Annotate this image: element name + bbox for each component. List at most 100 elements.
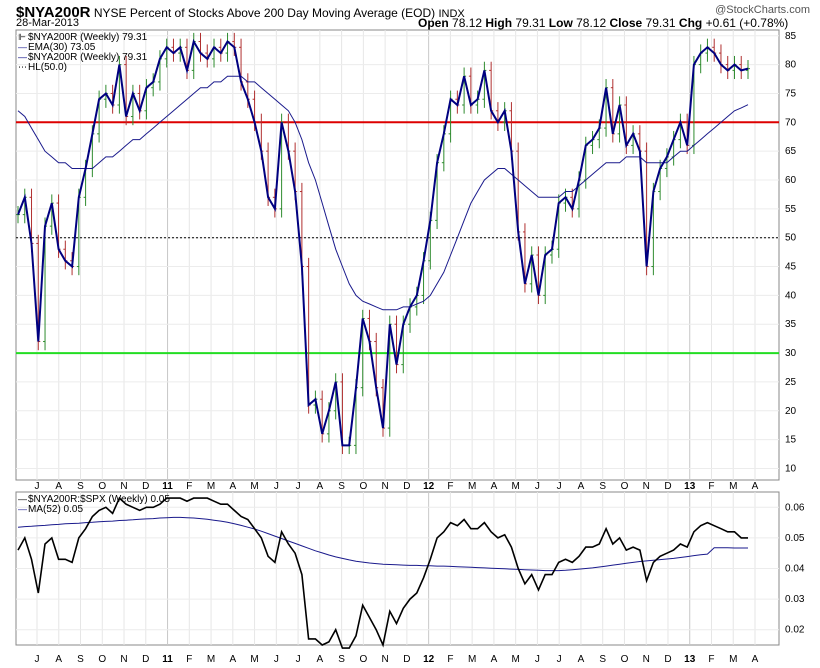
main-x-tick-label: M bbox=[468, 481, 476, 492]
lower-x-tick-label: O bbox=[98, 654, 106, 665]
close-value: 79.31 bbox=[645, 16, 676, 30]
chart-date: 28-Mar-2013 bbox=[16, 17, 79, 29]
lower-x-tick-label: N bbox=[382, 654, 389, 665]
watermark: @StockCharts.com bbox=[715, 4, 810, 16]
main-x-tick-label: N bbox=[120, 481, 127, 492]
main-x-tick-label: M bbox=[207, 481, 215, 492]
main-x-tick-label: D bbox=[664, 481, 671, 492]
lower-x-tick-label: J bbox=[557, 654, 562, 665]
main-x-tick-label: A bbox=[55, 481, 62, 492]
lower-x-tick-label: A bbox=[491, 654, 498, 665]
lower-x-tick-label: A bbox=[317, 654, 324, 665]
main-y-tick-label: 45 bbox=[785, 262, 797, 273]
lower-y-tick-label: 0.03 bbox=[785, 594, 805, 605]
main-y-tick-label: 65 bbox=[785, 146, 797, 157]
lower-x-tick-label: N bbox=[120, 654, 127, 665]
lower-x-tick-label: D bbox=[142, 654, 149, 665]
main-x-tick-label: M bbox=[511, 481, 519, 492]
main-y-tick-label: 35 bbox=[785, 319, 797, 330]
lower-x-tick-label: M bbox=[468, 654, 476, 665]
lower-x-tick-label: J bbox=[535, 654, 540, 665]
main-x-tick-label: 13 bbox=[684, 481, 696, 492]
main-x-tick-label: F bbox=[708, 481, 714, 492]
chg-value: +0.61 (+0.78%) bbox=[705, 16, 789, 30]
chart-header: $NYA200R NYSE Percent of Stocks Above 20… bbox=[16, 4, 465, 21]
lower-x-tick-label: 12 bbox=[423, 654, 435, 665]
lower-x-tick-label: A bbox=[229, 654, 236, 665]
legend-entry: ⊩ $NYA200R (Weekly) 79.31 bbox=[18, 32, 148, 43]
main-x-tick-label: A bbox=[752, 481, 759, 492]
lower-x-tick-label: F bbox=[708, 654, 714, 665]
main-x-tick-label: F bbox=[447, 481, 453, 492]
lower-x-tick-label: 13 bbox=[684, 654, 696, 665]
main-x-tick-label: M bbox=[250, 481, 258, 492]
legend-entry: ⋯HL(50.0) bbox=[18, 62, 67, 73]
ma-52-line bbox=[17, 516, 748, 572]
main-x-tick-label: F bbox=[186, 481, 192, 492]
description: NYSE Percent of Stocks Above 200 Day Mov… bbox=[93, 6, 436, 20]
open-value: 78.12 bbox=[452, 16, 483, 30]
main-y-tick-label: 55 bbox=[785, 204, 797, 215]
main-x-tick-label: N bbox=[382, 481, 389, 492]
lower-x-tick-label: O bbox=[359, 654, 367, 665]
legend-entry: —EMA(30) 73.05 bbox=[18, 42, 96, 53]
main-x-tick-label: N bbox=[643, 481, 650, 492]
main-y-tick-label: 25 bbox=[785, 377, 797, 388]
lower-x-tick-label: 11 bbox=[162, 654, 173, 665]
lower-x-tick-label: J bbox=[274, 654, 279, 665]
main-x-tick-label: O bbox=[621, 481, 629, 492]
lower-x-tick-label: O bbox=[621, 654, 629, 665]
main-y-tick-label: 80 bbox=[785, 60, 797, 71]
legend-label: $NYA200R (Weekly) 79.31 bbox=[28, 32, 148, 43]
lower-x-tick-label: S bbox=[599, 654, 606, 665]
lower-x-tick-label: F bbox=[447, 654, 453, 665]
legend-entry: —MA(52) 0.05 bbox=[18, 504, 84, 515]
main-y-tick-label: 50 bbox=[785, 233, 797, 244]
main-x-tick-label: S bbox=[338, 481, 345, 492]
legend-entry: —$NYA200R:$SPX (Weekly) 0.05 bbox=[18, 494, 170, 505]
main-y-tick-label: 40 bbox=[785, 290, 797, 301]
lower-x-tick-label: S bbox=[77, 654, 84, 665]
main-x-tick-label: A bbox=[491, 481, 498, 492]
lower-x-tick-label: A bbox=[578, 654, 585, 665]
high-value: 79.31 bbox=[515, 16, 546, 30]
lower-y-tick-label: 0.04 bbox=[785, 564, 805, 575]
main-y-tick-label: 85 bbox=[785, 31, 797, 42]
main-x-tick-label: A bbox=[578, 481, 585, 492]
low-label: Low bbox=[548, 16, 573, 30]
lower-x-tick-label: A bbox=[55, 654, 62, 665]
legend-label: HL(50.0) bbox=[28, 62, 67, 73]
legend-label: EMA(30) 73.05 bbox=[28, 42, 96, 53]
main-y-tick-label: 70 bbox=[785, 117, 797, 128]
main-y-tick-label: 10 bbox=[785, 463, 797, 474]
main-x-tick-label: J bbox=[535, 481, 540, 492]
main-x-tick-label: D bbox=[403, 481, 410, 492]
main-x-tick-label: J bbox=[557, 481, 562, 492]
legend-label: $NYA200R (Weekly) 79.31 bbox=[28, 52, 148, 63]
lower-x-tick-label: F bbox=[186, 654, 192, 665]
price-line bbox=[17, 38, 749, 447]
close-label: Close bbox=[609, 16, 643, 30]
main-y-tick-label: 20 bbox=[785, 406, 797, 417]
main-y-tick-label: 30 bbox=[785, 348, 797, 359]
ratio-line bbox=[17, 496, 748, 649]
main-x-tick-label: 12 bbox=[423, 481, 435, 492]
main-y-tick-label: 15 bbox=[785, 435, 797, 446]
main-x-tick-label: A bbox=[229, 481, 236, 492]
ohlc-readout: Open 78.12 High 79.31 Low 78.12 Close 79… bbox=[418, 16, 788, 30]
lower-x-tick-label: M bbox=[511, 654, 519, 665]
lower-y-tick-label: 0.06 bbox=[785, 502, 805, 513]
legend-lower: —$NYA200R:$SPX (Weekly) 0.05 —MA(52) 0.0… bbox=[18, 494, 170, 515]
main-x-tick-label: M bbox=[729, 481, 737, 492]
lower-y-tick-label: 0.05 bbox=[785, 533, 805, 544]
lower-x-tick-label: M bbox=[729, 654, 737, 665]
legend-label: $NYA200R:$SPX (Weekly) 0.05 bbox=[28, 494, 170, 505]
main-x-tick-label: O bbox=[98, 481, 106, 492]
main-x-tick-label: J bbox=[35, 481, 40, 492]
lower-x-tick-label: J bbox=[296, 654, 301, 665]
main-panel-frame bbox=[15, 29, 780, 481]
lower-x-tick-label: D bbox=[664, 654, 671, 665]
main-x-tick-label: J bbox=[274, 481, 279, 492]
lower-x-tick-label: M bbox=[207, 654, 215, 665]
